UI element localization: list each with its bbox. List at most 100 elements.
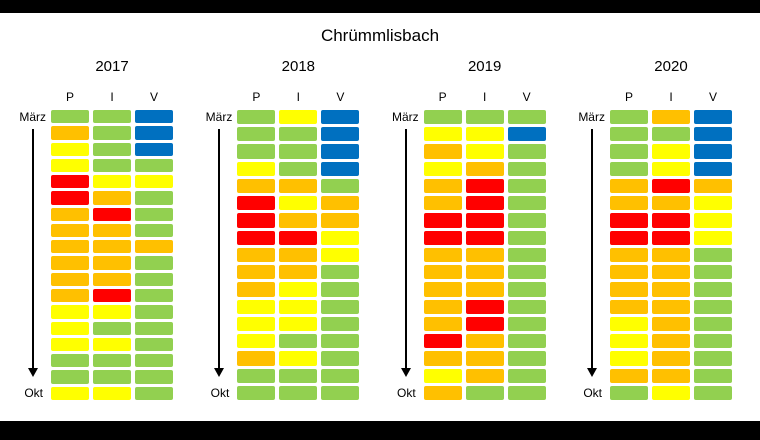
heatmap-cell [237,196,276,211]
row-axis: März Okt [6,110,51,400]
time-direction-arrow [586,129,597,377]
heatmap-cell [237,110,276,125]
heatmap-cell [609,127,648,142]
heatmap-cell [507,316,546,332]
heatmap-cell [93,305,131,319]
heatmap-cell [51,256,89,270]
heatmap-cell [693,299,732,314]
heatmap-cell [651,265,690,280]
heatmap-cell [93,386,131,400]
heatmap-cell [135,207,173,221]
heatmap-cell [93,191,131,205]
heatmap-cell [609,213,648,228]
heatmap-cell [237,351,276,366]
heatmap-cell [321,282,360,297]
heatmap-cell [423,230,462,245]
heatmap-cell [237,230,276,245]
heatmap-cell [237,161,276,176]
year-panels: 2017 P I V März Okt 2018 P I V März Okt 2019… [0,58,760,400]
heatmap-cell [93,256,131,270]
heatmap-cell [321,385,360,400]
year-panel: 2019 P I V März Okt [379,58,546,400]
heatmap-cell [465,110,504,125]
heatmap-cell [423,282,462,297]
heatmap-cell [507,368,546,383]
heatmap-cell [51,337,89,352]
column-header: P [65,90,74,104]
heatmap-cell [465,161,504,176]
heatmap-cell [609,144,648,159]
heatmap-cell [423,334,462,349]
heatmap-cell [321,265,360,280]
heatmap-grid [609,110,732,400]
heatmap-cell [279,299,318,314]
year-panel: 2020 P I V März Okt [565,58,732,400]
down-arrow-head-icon [586,368,597,377]
heatmap-cell [321,351,360,366]
heatmap-cell [321,247,360,263]
row-axis-start-label: März [19,110,46,124]
heatmap-cell [609,316,648,332]
heatmap-cell [651,144,690,159]
heatmap-cell [423,351,462,366]
heatmap-cell [237,368,276,383]
heatmap-cell [135,191,173,205]
heatmap-cell [279,144,318,159]
heatmap-cell [465,265,504,280]
heatmap-cell [279,368,318,383]
time-direction-arrow [28,129,38,377]
heatmap-grid [237,110,360,400]
heatmap-cell [237,247,276,263]
heatmap-cell [51,272,89,287]
heatmap-cell [279,282,318,297]
row-axis-end-label: Okt [396,386,416,400]
heatmap-cell [237,299,276,314]
heatmap-cell [693,144,732,159]
heatmap-cell [609,385,648,400]
heatmap-cell [507,247,546,263]
row-axis-start-label: März [391,110,419,124]
heatmap-cell [237,265,276,280]
heatmap-cell [279,127,318,142]
heatmap-cell [465,282,504,297]
heatmap-cell [135,110,173,124]
heatmap-cell [651,385,690,400]
heatmap-cell [51,305,89,319]
heatmap-cell [279,351,318,366]
row-axis-end-label: Okt [210,386,230,400]
arrow-line [404,129,407,368]
heatmap-cell [609,368,648,383]
heatmap-cell [423,265,462,280]
heatmap-cell [237,127,276,142]
heatmap-grid [51,110,173,400]
top-border-bar [0,0,760,13]
heatmap-cell [321,213,360,228]
down-arrow-head-icon [28,368,38,377]
heatmap-cell [507,110,546,125]
heatmap-cell [51,289,89,303]
heatmap-cell [135,354,173,368]
row-axis: März Okt [565,110,610,400]
heatmap-cell [279,316,318,332]
bottom-border-bar [0,421,760,440]
heatmap-cell [237,316,276,332]
heatmap-cell [321,299,360,314]
heatmap-cell [423,161,462,176]
heatmap-cell [507,178,546,194]
heatmap-cell [51,191,89,205]
heatmap-cell [465,368,504,383]
heatmap-cell [135,175,173,189]
heatmap-cell [423,385,462,400]
heatmap-cell [51,386,89,400]
heatmap-cell [321,316,360,332]
heatmap-cell [609,247,648,263]
row-axis-end-label: Okt [24,386,43,400]
heatmap-cell [423,144,462,159]
heatmap-cell [693,282,732,297]
heatmap-cell [321,110,360,125]
heatmap-cell [651,178,690,194]
heatmap-cell [51,142,89,156]
heatmap-cell [51,370,89,384]
heatmap-cell [93,223,131,238]
